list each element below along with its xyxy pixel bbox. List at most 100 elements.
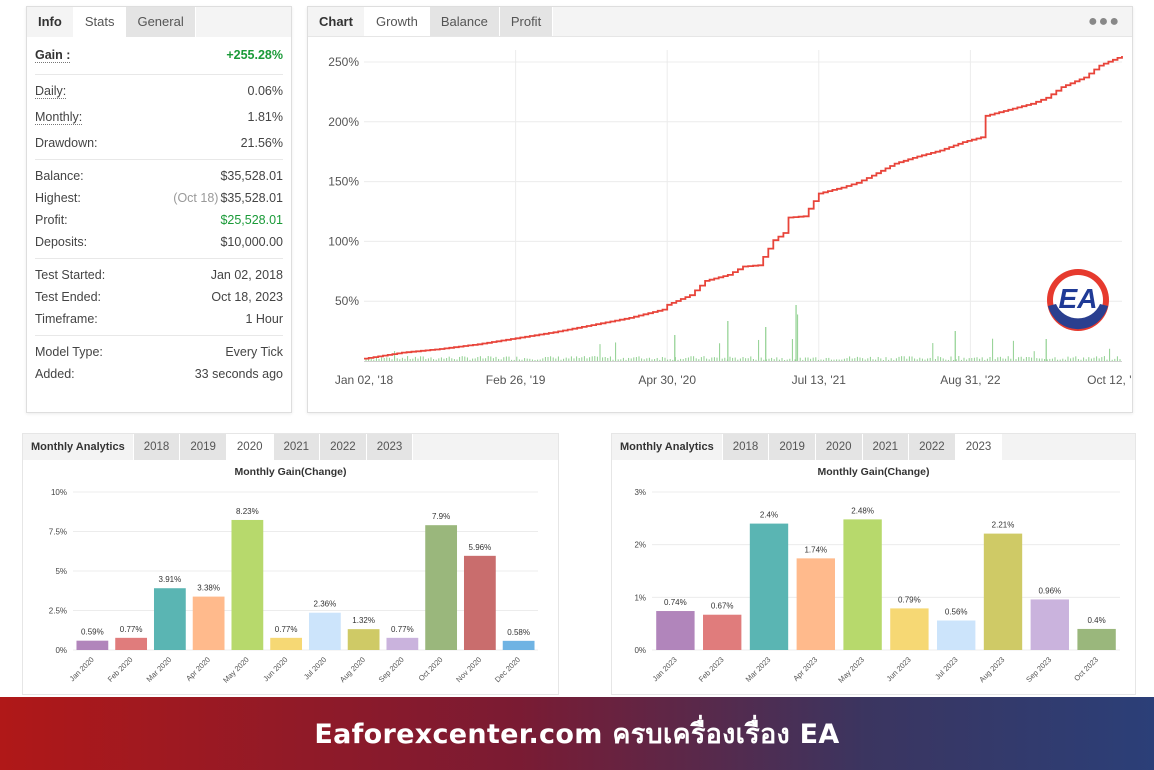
highest-date: (Oct 18) [173,191,219,205]
bar-value-label: 8.23% [236,507,259,516]
bar-value-label: 2.48% [851,506,874,515]
tab-chart[interactable]: Chart [308,7,365,36]
bar-value-label: 1.74% [804,545,827,554]
tab-2023[interactable]: 2023 [366,434,414,460]
monthly-analytics-2020: Monthly Analytics 2018 2019 2020 2021 20… [22,433,559,695]
gain-label[interactable]: Gain : [35,47,71,63]
tab-growth[interactable]: Growth [364,7,430,36]
daily-value: 0.06% [247,84,283,98]
added-row: Added: 33 seconds ago [35,363,283,385]
footer-text: Eaforexcenter.com ครบเครื่องเรื่อง EA [314,719,840,750]
tab-2021[interactable]: 2021 [273,434,321,460]
tab-2022[interactable]: 2022 [909,434,956,460]
bar [231,519,264,650]
bar-value-label: 0.77% [275,625,298,634]
x-tick-label: Apr 2020 [184,655,212,683]
bar-value-label: 0.58% [507,628,530,637]
balance-row: Balance: $35,528.01 [35,165,283,187]
bar [843,519,882,650]
bar [192,596,225,650]
tab-2021[interactable]: 2021 [862,434,910,460]
deposits-value: $10,000.00 [220,235,283,249]
bar-value-label: 0.4% [1087,616,1105,625]
bar-value-label: 3.38% [197,584,220,593]
test-ended-label: Test Ended: [35,290,102,304]
monthly-gain-chart-2020: 10% 7.5% 5% 2.5% 0% 0.59% Jan 2020 0.77% Feb 202… [49,488,538,685]
tab-stats[interactable]: Stats [73,7,127,37]
divider [35,258,283,259]
tab-2023[interactable]: 2023 [955,434,1003,460]
bar [749,523,789,650]
x-tick-label: Apr 30, '20 [638,373,696,387]
tab-2022[interactable]: 2022 [320,434,367,460]
x-tick-label: Jul 2020 [302,655,328,681]
profit-row: Profit: $25,528.01 [35,209,283,231]
bar [1077,628,1116,650]
bar [796,558,835,650]
bar [115,637,148,650]
tab-monthly-analytics[interactable]: Monthly Analytics [612,434,723,460]
bar-value-label: 2.36% [314,600,337,609]
monthly-gain-title: Monthly Gain(Change) [234,466,347,478]
drawdown-label: Drawdown: [35,136,98,150]
stats-list: Gain : +255.28% Daily: 0.06% Monthly: 1.… [27,37,291,385]
test-ended-value: Oct 18, 2023 [211,290,283,304]
growth-chart: 250% 200% 150% 100% 50% Jan 02, '18 Feb 26, '1… [328,50,1132,387]
bar-value-label: 3.91% [159,575,182,584]
bar [76,640,109,650]
analytics-tabbar: Monthly Analytics 2018 2019 2020 2021 20… [612,434,1135,460]
bar-value-label: 2.4% [760,511,778,520]
bar [937,620,976,650]
monthly-value: 1.81% [247,110,283,124]
tab-2019[interactable]: 2019 [769,434,816,460]
x-tick-label: Jan 2020 [68,655,96,683]
model-type-label: Model Type: [35,345,103,359]
tab-info[interactable]: Info [27,7,74,37]
chart-tabbar: Chart Growth Balance Profit [308,7,1132,37]
bar-value-label: 2.21% [992,521,1015,530]
divider [35,74,283,75]
monthly-gain-title: Monthly Gain(Change) [817,466,930,478]
y-tick-label: 5% [55,567,67,576]
tab-2018[interactable]: 2018 [722,434,770,460]
more-dots-icon[interactable]: ●●● [1088,13,1120,30]
bar-value-label: 0.67% [711,602,734,611]
y-tick-label: 0% [634,646,646,655]
y-tick-label: 0% [55,646,67,655]
bar-value-label: 0.77% [391,625,414,634]
x-tick-label: Apr 2023 [791,655,819,683]
tab-2020[interactable]: 2020 [815,434,863,460]
tab-2019[interactable]: 2019 [180,434,227,460]
balance-value: $35,528.01 [220,169,283,183]
ea-logo: EA [1047,269,1109,331]
drawdown-value: 21.56% [240,136,283,150]
tab-profit[interactable]: Profit [499,7,554,36]
highest-value-wrap: (Oct 18) $35,528.01 [173,191,283,205]
tab-2018[interactable]: 2018 [133,434,181,460]
tab-monthly-analytics[interactable]: Monthly Analytics [23,434,134,460]
x-tick-label: Aug 31, '22 [940,373,1001,387]
bar [1030,599,1069,650]
growth-line [364,56,1123,360]
model-type-value: Every Tick [225,345,283,359]
logo-swoosh [1048,304,1108,330]
tab-balance[interactable]: Balance [429,7,500,36]
monthly-row: Monthly: 1.81% [35,102,283,132]
footer-banner: Eaforexcenter.com ครบเครื่องเรื่อง EA [0,697,1154,770]
x-tick-label: Oct 12, '23 [1087,373,1132,387]
x-tick-label: Jan 02, '18 [335,373,394,387]
daily-label[interactable]: Daily: [35,83,67,99]
x-tick-label: Jun 2020 [261,655,289,683]
bar-value-label: 0.79% [898,595,921,604]
tab-2020[interactable]: 2020 [226,434,274,460]
y-tick-label: 50% [335,294,359,308]
y-tick-label: 2% [634,541,646,550]
x-tick-label: Jul 13, '21 [792,373,847,387]
stats-panel: Info Stats General Gain : +255.28% Daily… [26,6,292,413]
monthly-label[interactable]: Monthly: [35,109,83,125]
tab-general[interactable]: General [126,7,196,37]
balance-label: Balance: [35,169,84,183]
y-tick-label: 7.5% [49,528,67,537]
bar-value-label: 1.32% [352,616,375,625]
bar [656,611,695,650]
